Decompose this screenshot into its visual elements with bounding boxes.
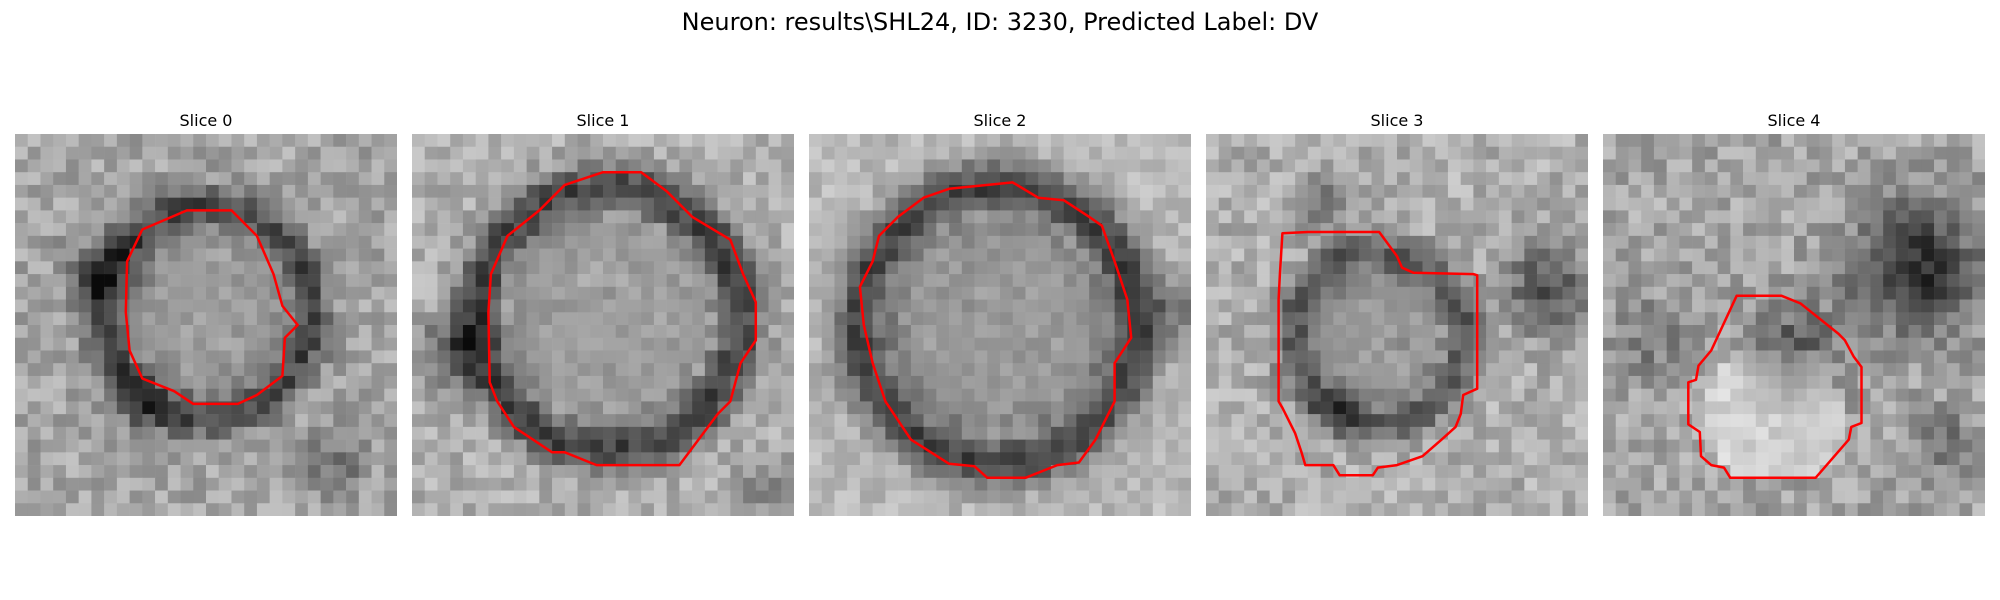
slice-pixels-3	[1206, 134, 1588, 516]
slice-title-1: Slice 1	[576, 111, 630, 130]
slice-image-3	[1206, 134, 1588, 516]
slice-pixels-0	[15, 134, 397, 516]
slice-image-1	[412, 134, 794, 516]
slice-image-4	[1603, 134, 1985, 516]
neuron-contour-2	[858, 181, 1133, 480]
slice-panel-0: Slice 0	[15, 110, 397, 516]
slice-panel-3: Slice 3	[1206, 110, 1588, 516]
slice-pixels-1	[412, 134, 794, 516]
slice-pixels-4	[1603, 134, 1985, 516]
slice-panel-1: Slice 1	[412, 110, 794, 516]
slice-panel-4: Slice 4	[1603, 110, 1985, 516]
neuron-contour-3	[1277, 230, 1479, 477]
slice-title-0: Slice 0	[179, 111, 233, 130]
neuron-contour-1	[487, 170, 758, 467]
slice-pixels-2	[809, 134, 1191, 516]
slice-panel-2: Slice 2	[809, 110, 1191, 516]
slice-title-3: Slice 3	[1370, 111, 1424, 130]
neuron-contour-0	[124, 209, 299, 406]
figure-title: Neuron: results\SHL24, ID: 3230, Predict…	[681, 8, 1319, 36]
slice-image-2	[809, 134, 1191, 516]
neuron-contour-4	[1687, 294, 1863, 480]
slice-image-0	[15, 134, 397, 516]
slice-title-4: Slice 4	[1767, 111, 1821, 130]
slice-title-2: Slice 2	[973, 111, 1027, 130]
